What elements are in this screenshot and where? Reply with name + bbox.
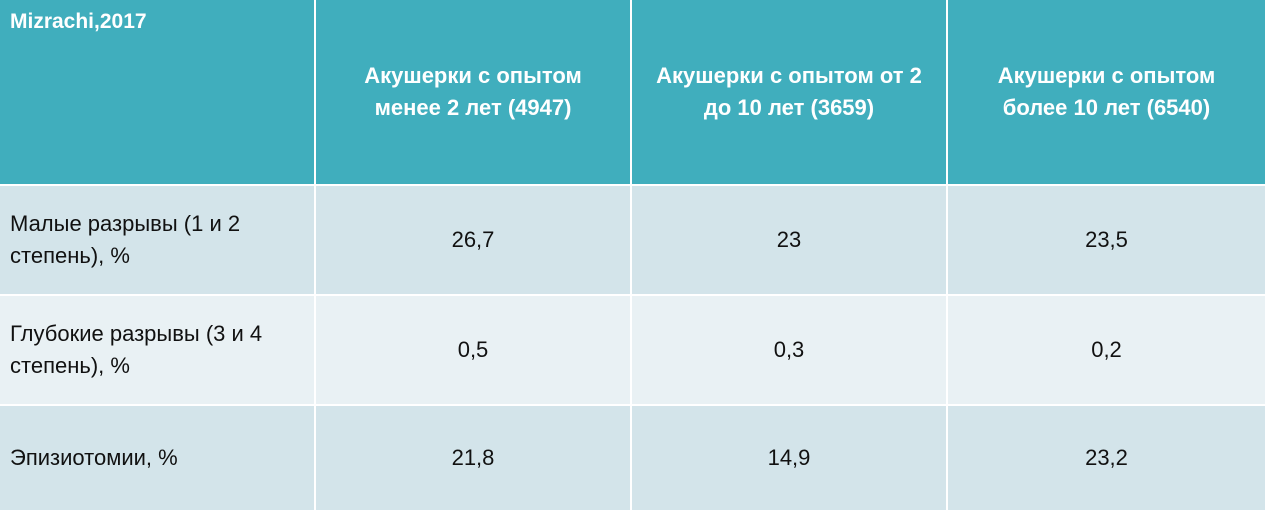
data-cell: 0,5 [316,296,630,404]
data-cell: 23 [632,186,946,294]
header-cell: Акушерки с опытом от 2 до 10 лет (3659) [632,0,946,184]
data-cell: 0,3 [632,296,946,404]
header-cell: Акушерки с опытом более 10 лет (6540) [948,0,1265,184]
row-label: Малые разрывы (1 и 2 степень), % [0,186,314,294]
row-label: Глубокие разрывы (3 и 4 степень), % [0,296,314,404]
header-cell: Mizrachi,2017 [0,0,314,184]
header-cell: Акушерки с опытом менее 2 лет (4947) [316,0,630,184]
data-cell: 0,2 [948,296,1265,404]
data-cell: 23,2 [948,406,1265,510]
data-cell: 26,7 [316,186,630,294]
row-label: Эпизиотомии, % [0,406,314,510]
data-cell: 21,8 [316,406,630,510]
data-cell: 23,5 [948,186,1265,294]
data-cell: 14,9 [632,406,946,510]
